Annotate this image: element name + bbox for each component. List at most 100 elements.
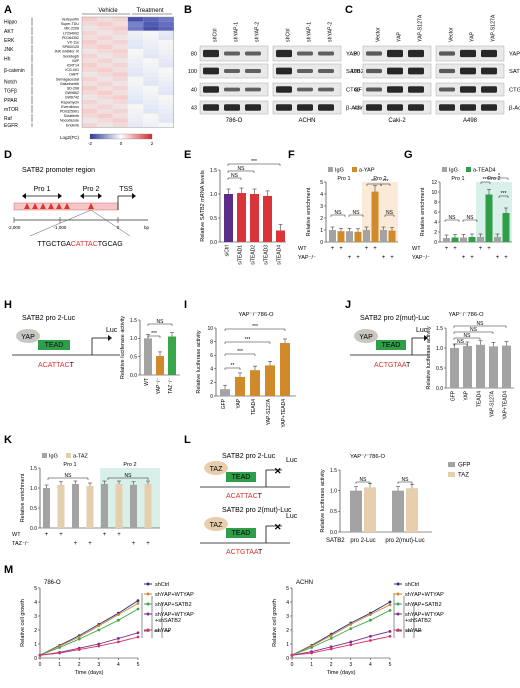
protein-label: CTGF [509, 88, 520, 94]
x-tick-label: 3 [349, 662, 352, 668]
data-point [388, 609, 392, 612]
heatmap-cell [82, 53, 98, 59]
legend-label: a-TEAD4 [473, 168, 496, 174]
legend-label: shCtrl [155, 582, 169, 588]
bar [485, 194, 493, 242]
compound-label: VX-11e [67, 41, 79, 45]
compound-label: PD184352 [62, 36, 79, 40]
significance-label: * [498, 173, 500, 179]
legend-label: IgG [335, 168, 344, 174]
bar [250, 194, 259, 242]
data-point [290, 653, 294, 657]
x-tick-label: TEAD4 [251, 399, 257, 415]
region-label: Pro 2 [487, 176, 500, 182]
axis-tick: -1,000 [54, 225, 67, 230]
compound-label: LY294002 [63, 31, 79, 35]
block-icon: ✕ [274, 466, 282, 476]
heatmap-cell [158, 26, 174, 31]
legend-swatch [352, 167, 357, 172]
y-tick-label: 0.5 [210, 216, 217, 222]
x-tick-label: TAZ⁻/⁻ [168, 378, 174, 394]
data-point [310, 651, 313, 655]
heatmap-cell [158, 40, 174, 45]
panel-letter-f: F [288, 149, 295, 161]
luc-label: Luc [286, 457, 298, 464]
tead-box [226, 472, 256, 482]
lane-label: shYAP-2 [328, 22, 334, 42]
pathway-label: AKT [4, 29, 14, 35]
heatmap-cell [112, 104, 128, 109]
legend-label: TAZ [458, 473, 469, 479]
series-line [291, 609, 391, 656]
panel-letter-h: H [4, 299, 12, 311]
protein-band [203, 49, 219, 58]
data-point [310, 646, 313, 649]
heatmap-cell [127, 109, 144, 114]
axis-tick: 0 [117, 225, 120, 230]
data-point [329, 634, 333, 637]
tead-label: TEAD [232, 530, 251, 537]
construct-label: SATB2 pro 2(mut)-Luc [222, 507, 292, 514]
pathway-label: JNK [4, 47, 14, 53]
legend-label: a-TAZ [73, 454, 89, 460]
data-point [136, 631, 140, 635]
bar [220, 389, 230, 396]
heatmap-cell [158, 81, 174, 86]
heatmap-cell [82, 58, 98, 63]
heatmap-cell [143, 63, 159, 68]
protein-band [276, 104, 292, 111]
y-tick-label: 1.0 [210, 192, 217, 198]
protein-band [387, 67, 403, 75]
panel-b-western-blot: shCtrl shYAP-1 shYAP-2 786-O shCtrl shYAP-1 sh… [188, 22, 364, 124]
region-label: Pro 2 [373, 176, 386, 182]
heatmap-cell [82, 63, 98, 68]
heatmap-cell [143, 26, 159, 31]
heatmap-cell [82, 26, 98, 31]
bar [337, 231, 345, 242]
heatmap-cell [127, 63, 144, 68]
protein-band [297, 51, 313, 56]
panel-j-bar-chart: YAP⁻/⁻786-O 0.0 0.5 1.0 1.5 Relative lucifera… [426, 312, 514, 420]
y-tick-label: 1.0 [30, 486, 37, 492]
heatmap-cell [97, 122, 113, 128]
heatmap-cell [127, 118, 144, 123]
x-tick-label: 2 [330, 662, 333, 668]
compound-label: SD-208 [67, 87, 79, 91]
protein-label: β-Actin [509, 106, 520, 112]
bar [388, 230, 396, 242]
row-mark: + [59, 532, 63, 538]
heatmap-cell [97, 118, 113, 123]
y-tick-label: 2 [210, 380, 213, 386]
series-line [291, 635, 391, 656]
tead-label: TEAD [232, 474, 251, 481]
legend-label: +shSATB2 [405, 618, 431, 624]
axis-tick: -2,000 [8, 225, 21, 230]
bar [43, 488, 50, 528]
heatmap-cell [112, 86, 128, 91]
heatmap-cell [143, 76, 159, 82]
mw-marker: 80 [191, 52, 197, 58]
bar [263, 195, 272, 242]
y-tick-label: 0.0 [30, 526, 37, 532]
heatmap-cell [112, 63, 128, 68]
data-point [97, 642, 101, 646]
x-tick-label: YAP [236, 398, 242, 408]
bar [130, 484, 137, 528]
heatmap-cell [82, 49, 98, 54]
bar [329, 230, 336, 242]
protein-band [408, 86, 424, 93]
bar [350, 490, 362, 532]
data-point [97, 628, 101, 632]
heatmap-cell [97, 86, 113, 91]
colorbar-tick: 2 [151, 141, 154, 146]
bar [250, 370, 260, 396]
heatmap-cell [127, 40, 144, 45]
lane-label: YAP [470, 31, 476, 42]
y-tick-label: 2 [34, 628, 37, 634]
heatmap-cell [97, 49, 113, 54]
bar [477, 237, 484, 242]
bar [156, 355, 164, 375]
heatmap-cell [158, 17, 174, 22]
series-line [39, 600, 139, 656]
bar [115, 484, 123, 528]
